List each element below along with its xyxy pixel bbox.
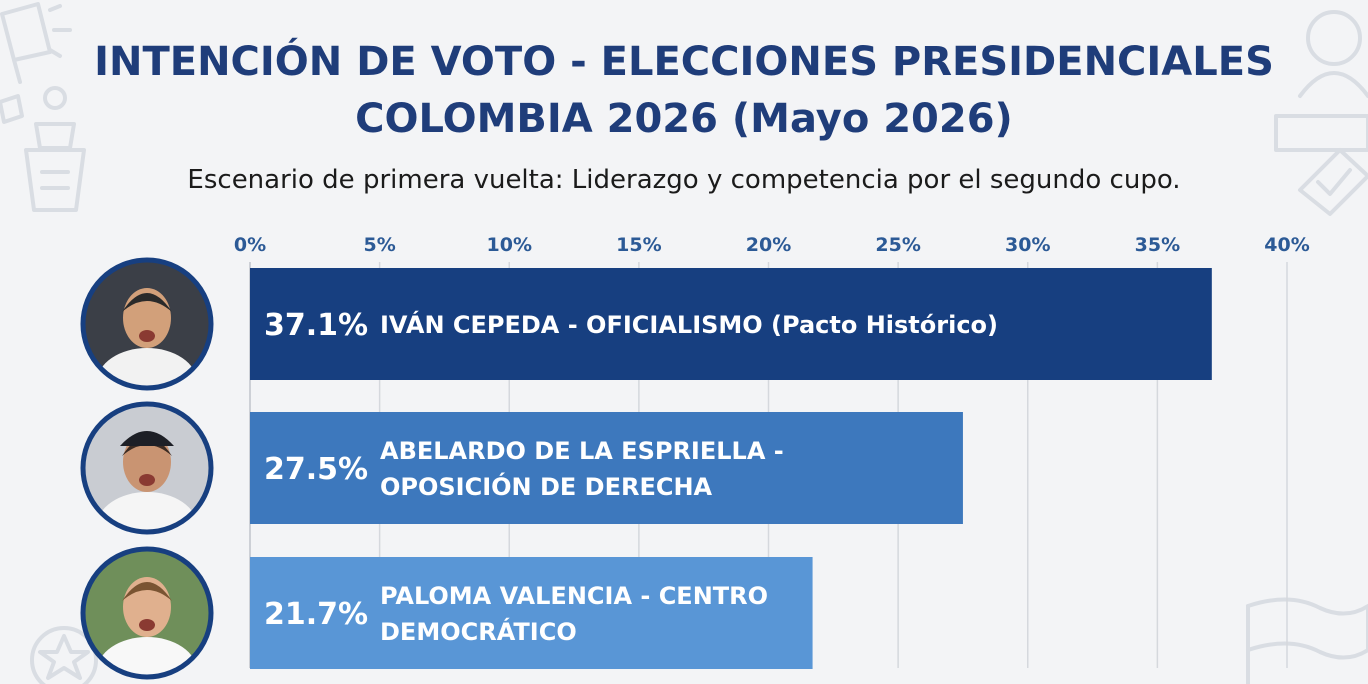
- chart-title-line-2: COLOMBIA 2026 (Mayo 2026): [355, 96, 1013, 142]
- person-icon: [1274, 10, 1368, 152]
- ballot-box-icon: [1298, 148, 1368, 216]
- x-tick-label: 30%: [1005, 234, 1050, 256]
- flag-icon: [1246, 597, 1368, 684]
- avatar-photo: [85, 551, 209, 675]
- x-tick-label: 5%: [363, 234, 395, 256]
- bar-category-label: PALOMA VALENCIA - CENTRO: [380, 582, 768, 610]
- bar-category-label: DEMOCRÁTICO: [380, 617, 577, 646]
- bar: [250, 412, 963, 524]
- avatar-ring: [80, 546, 214, 680]
- avatar-ring: [80, 257, 214, 391]
- x-tick-label: 40%: [1264, 234, 1309, 256]
- bar-category-label: IVÁN CEPEDA - OFICIALISMO (Pacto Históri…: [380, 310, 998, 339]
- bar: [250, 268, 1212, 380]
- avatar-photo: [85, 262, 209, 386]
- chart-subtitle: Escenario de primera vuelta: Liderazgo y…: [187, 165, 1181, 195]
- bar-value-label: 21.7%: [264, 597, 368, 632]
- x-tick-label: 20%: [746, 234, 791, 256]
- chart-title-line-1: INTENCIÓN DE VOTO - ELECCIONES PRESIDENC…: [94, 39, 1274, 85]
- podium-icon: [0, 86, 86, 212]
- avatar-photo: [85, 406, 209, 530]
- x-tick-label: 35%: [1135, 234, 1180, 256]
- x-tick-label: 0%: [234, 234, 266, 256]
- x-tick-label: 10%: [487, 234, 532, 256]
- star-icon: [30, 626, 98, 684]
- bar-category-label: ABELARDO DE LA ESPRIELLA -: [380, 437, 784, 465]
- bar: [250, 557, 813, 669]
- avatar-ring: [80, 401, 214, 535]
- bar-value-label: 27.5%: [264, 452, 368, 487]
- megaphone-icon: [0, 2, 72, 84]
- bar-category-label: OPOSICIÓN DE DERECHA: [380, 471, 713, 501]
- x-tick-label: 15%: [616, 234, 661, 256]
- x-tick-label: 25%: [875, 234, 920, 256]
- bar-value-label: 37.1%: [264, 308, 368, 343]
